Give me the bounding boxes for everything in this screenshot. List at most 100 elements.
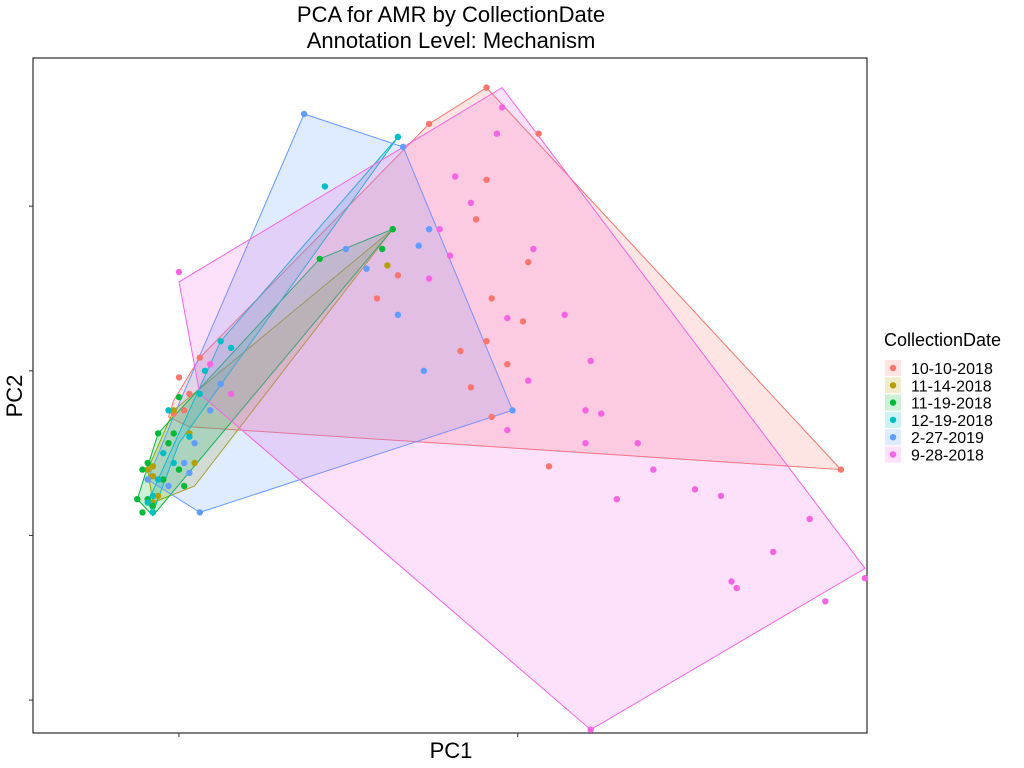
point-10-10-2018-1 xyxy=(425,120,433,128)
point-10-10-2018-5 xyxy=(525,258,532,266)
point-9-28-2018-16 xyxy=(634,440,641,447)
point-10-10-2018-3 xyxy=(483,176,490,183)
point-10-10-2018-21 xyxy=(175,374,183,381)
point-12-19-2018-6 xyxy=(154,476,162,483)
point-2-27-2019-5 xyxy=(363,265,370,272)
point-12-19-2018-2 xyxy=(227,344,235,351)
legend-dot-2-27-2019 xyxy=(889,434,897,441)
point-10-10-2018-18 xyxy=(837,466,845,473)
point-11-14-2018-2 xyxy=(149,463,157,470)
point-11-14-2018-11 xyxy=(191,459,198,467)
legend-dot-10-10-2018 xyxy=(889,364,897,372)
point-2-27-2019-11 xyxy=(509,407,516,414)
point-9-28-2018-19 xyxy=(691,486,699,493)
point-10-10-2018-19 xyxy=(181,407,188,414)
point-9-28-2018-13 xyxy=(598,410,605,417)
point-9-28-2018-12 xyxy=(582,407,589,414)
point-2-27-2019-8 xyxy=(217,380,224,388)
point-11-19-2018-2 xyxy=(316,255,323,263)
point-10-10-2018-13 xyxy=(196,354,203,361)
point-10-10-2018-4 xyxy=(472,216,480,223)
legend-label-9-28-2018: 9-28-2018 xyxy=(911,448,984,465)
point-12-19-2018-10 xyxy=(201,367,209,374)
legend-label-11-14-2018: 11-14-2018 xyxy=(911,378,992,395)
point-2-27-2019-10 xyxy=(191,440,198,447)
point-9-28-2018-10 xyxy=(587,357,594,365)
point-9-28-2018-5 xyxy=(530,245,537,253)
point-11-14-2018-5 xyxy=(154,492,162,500)
point-10-10-2018-8 xyxy=(488,295,495,302)
point-12-19-2018-12 xyxy=(149,509,157,516)
point-2-27-2019-13 xyxy=(165,482,172,490)
point-10-10-2018-10 xyxy=(483,338,490,345)
point-9-28-2018-9 xyxy=(561,311,568,318)
legend-dot-11-14-2018 xyxy=(889,382,897,389)
point-11-19-2018-8 xyxy=(134,496,141,503)
point-9-28-2018-27 xyxy=(587,726,594,733)
legend: CollectionDate 10-10-201811-14-201811-19… xyxy=(884,330,1001,465)
y-axis-label: PC2 xyxy=(2,375,27,418)
legend-title: CollectionDate xyxy=(884,330,1001,350)
point-11-19-2018-5 xyxy=(139,466,146,473)
point-11-19-2018-9 xyxy=(139,509,146,516)
legend-label-10-10-2018: 10-10-2018 xyxy=(911,361,993,378)
point-11-19-2018-13 xyxy=(170,430,177,437)
point-12-19-2018-1 xyxy=(321,183,329,190)
chart-subtitle: Annotation Level: Mechanism xyxy=(307,28,596,53)
point-12-19-2018-13 xyxy=(144,499,151,506)
point-2-27-2019-1 xyxy=(399,143,407,151)
point-9-28-2018-15 xyxy=(582,440,589,447)
point-11-14-2018-4 xyxy=(149,473,157,480)
point-2-27-2019-14 xyxy=(196,509,203,516)
point-9-28-2018-11 xyxy=(525,377,532,384)
point-11-19-2018-4 xyxy=(144,459,151,467)
point-9-28-2018-28 xyxy=(227,390,235,398)
point-12-19-2018-7 xyxy=(149,492,157,500)
point-10-10-2018-17 xyxy=(545,463,553,470)
point-9-28-2018-0 xyxy=(498,104,506,111)
point-11-14-2018-1 xyxy=(384,262,391,269)
point-9-28-2018-6 xyxy=(446,252,454,259)
point-9-28-2018-14 xyxy=(504,426,511,434)
point-11-19-2018-11 xyxy=(165,440,172,447)
hull-11-14-2018 xyxy=(147,228,394,504)
point-9-28-2018-21 xyxy=(770,548,777,556)
legend-dot-9-28-2018 xyxy=(889,451,897,458)
point-11-19-2018-12 xyxy=(175,393,183,401)
point-9-28-2018-26 xyxy=(728,578,735,585)
point-12-19-2018-9 xyxy=(165,407,172,414)
chart-title: PCA for AMR by CollectionDate xyxy=(297,2,605,27)
point-9-28-2018-29 xyxy=(207,361,214,368)
point-9-28-2018-1 xyxy=(493,130,501,137)
point-2-27-2019-12 xyxy=(186,469,193,477)
point-12-19-2018-8 xyxy=(160,449,167,457)
point-9-28-2018-24 xyxy=(822,598,829,605)
point-11-19-2018-1 xyxy=(389,226,396,233)
hull-layer xyxy=(136,86,866,731)
hull-11-19-2018 xyxy=(136,228,394,517)
point-12-19-2018-4 xyxy=(186,433,193,440)
point-11-14-2018-9 xyxy=(170,407,177,414)
point-11-19-2018-14 xyxy=(175,466,183,473)
point-2-27-2019-9 xyxy=(207,407,214,414)
point-9-28-2018-23 xyxy=(861,575,869,582)
hull-9-28-2018 xyxy=(178,86,866,731)
point-11-14-2018-3 xyxy=(144,466,151,473)
point-layer xyxy=(134,84,869,733)
point-10-10-2018-7 xyxy=(373,295,381,302)
point-10-10-2018-11 xyxy=(504,361,511,368)
point-9-28-2018-18 xyxy=(613,496,620,503)
legend-dot-12-19-2018 xyxy=(889,416,897,424)
point-10-10-2018-0 xyxy=(483,84,490,91)
point-10-10-2018-9 xyxy=(519,318,527,325)
point-2-27-2019-0 xyxy=(300,110,308,118)
legend-label-2-27-2019: 2-27-2019 xyxy=(911,430,984,447)
plot-panel xyxy=(29,57,869,737)
point-2-27-2019-7 xyxy=(420,367,428,374)
point-11-19-2018-3 xyxy=(154,430,162,437)
point-9-28-2018-4 xyxy=(436,226,443,233)
legend-label-11-19-2018: 11-19-2018 xyxy=(911,396,992,413)
point-10-10-2018-2 xyxy=(535,130,542,137)
legend-label-12-19-2018: 12-19-2018 xyxy=(911,413,993,430)
